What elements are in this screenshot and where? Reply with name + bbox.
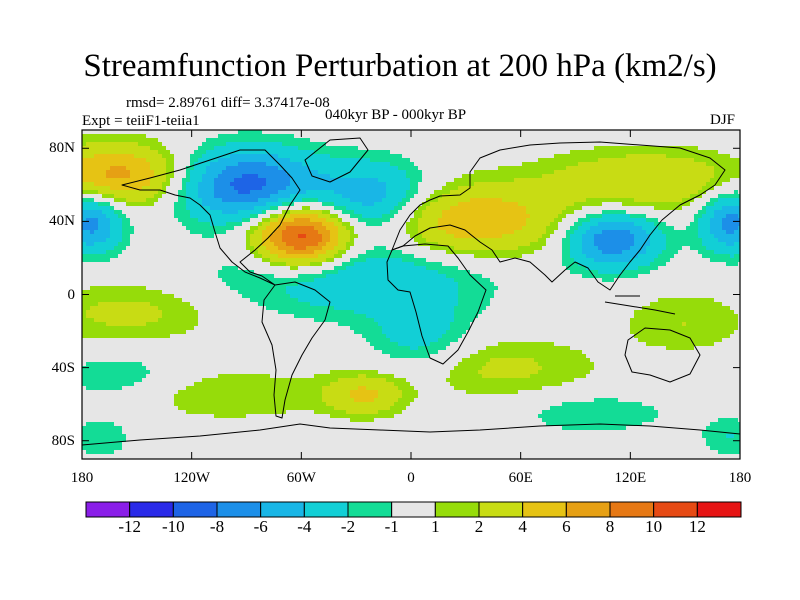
coastline-indonesia bbox=[604, 295, 676, 315]
longitude-label: 60W bbox=[286, 470, 316, 486]
coastline-greenland bbox=[304, 137, 369, 183]
colorbar-swatch bbox=[522, 501, 567, 518]
longitude-label: 120E bbox=[614, 470, 647, 486]
colorbar-label: -1 bbox=[384, 517, 399, 536]
season-label: DJF bbox=[710, 112, 736, 128]
coastlines bbox=[82, 137, 740, 446]
figure-title: Streamfunction Perturbation at 200 hPa (… bbox=[83, 48, 717, 84]
longitude-label: 120W bbox=[173, 470, 210, 486]
colorbar-label: 2 bbox=[474, 517, 484, 536]
coastline-north-america bbox=[121, 149, 301, 286]
coastline-eurasia bbox=[391, 141, 726, 291]
colorbar-label: -4 bbox=[297, 517, 312, 536]
longitude-label: 180 bbox=[728, 470, 752, 486]
latitude-label: 80S bbox=[51, 432, 75, 449]
colorbar-label: 6 bbox=[562, 517, 571, 536]
colorbar-label: -6 bbox=[253, 517, 268, 536]
coastline-south-america bbox=[261, 281, 331, 419]
colorbar-label: 10 bbox=[645, 517, 663, 536]
colorbar-swatch bbox=[696, 501, 742, 518]
colorbar-label: 1 bbox=[431, 517, 440, 536]
latitude-label: 0 bbox=[67, 286, 76, 303]
colorbar-swatch bbox=[609, 501, 655, 518]
colorbar-label: 8 bbox=[605, 517, 615, 536]
colorbar-swatch bbox=[347, 501, 393, 518]
colorbar-swatch bbox=[434, 501, 480, 518]
colorbar-label: 12 bbox=[688, 517, 706, 536]
statistics-label: rmsd= 2.89761 diff= 3.37417e-08 bbox=[126, 95, 330, 111]
anomaly-field bbox=[82, 130, 740, 459]
colorbar-label: -10 bbox=[161, 517, 185, 536]
experiment-label: Expt = teiiF1-teiia1 bbox=[82, 113, 200, 129]
colorbar-label: 4 bbox=[518, 517, 527, 536]
colorbar-swatch bbox=[478, 501, 524, 518]
longitude-label: 0 bbox=[407, 470, 415, 486]
colorbar-label: -2 bbox=[340, 517, 356, 536]
axis-ticks bbox=[81, 130, 741, 459]
period-label: 040kyr BP - 000kyr BP bbox=[325, 107, 467, 123]
latitude-label: 40N bbox=[49, 213, 75, 230]
coastline-africa bbox=[386, 243, 487, 365]
colorbar-label: -8 bbox=[209, 517, 225, 536]
colorbar-label: -12 bbox=[118, 517, 141, 536]
colorbar-swatch bbox=[172, 501, 218, 518]
colorbar-swatch bbox=[216, 501, 262, 518]
colorbar-swatch bbox=[653, 501, 698, 518]
latitude-label: 80N bbox=[49, 140, 75, 157]
colorbar-swatch bbox=[85, 501, 131, 518]
longitude-label: 180 bbox=[70, 470, 94, 486]
coastline-australia bbox=[624, 327, 701, 383]
colorbar-swatch bbox=[391, 501, 436, 518]
colorbar-swatch bbox=[303, 501, 349, 518]
longitude-label: 60E bbox=[508, 470, 533, 486]
colorbar-swatch bbox=[129, 501, 174, 518]
coastline-antarctica bbox=[82, 423, 740, 446]
latitude-label: 40S bbox=[51, 359, 75, 376]
colorbar-swatch bbox=[565, 501, 611, 518]
colorbar-swatch bbox=[260, 501, 305, 518]
